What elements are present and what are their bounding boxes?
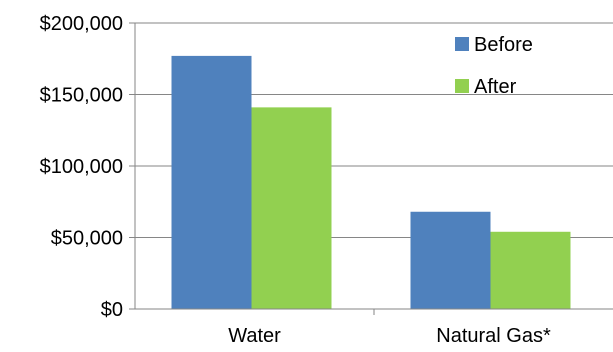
y-axis-tick-label: $0 <box>101 299 123 321</box>
x-axis-category-label: Natural Gas* <box>436 325 551 347</box>
legend: Before After <box>455 34 533 98</box>
axes <box>129 22 613 315</box>
legend-swatch-after <box>455 79 469 93</box>
bar-after-water <box>251 107 332 310</box>
bar-after-natural-gas <box>490 231 571 309</box>
y-axis-tick-labels: $0 $50,000 $100,000 $150,000 $200,000 <box>40 13 123 321</box>
legend-swatch-before <box>455 37 469 51</box>
bar-before-natural-gas <box>410 211 491 309</box>
x-axis-category-label: Water <box>228 325 281 347</box>
y-axis-tick-label: $150,000 <box>40 85 123 107</box>
y-axis-tick-label: $50,000 <box>51 228 123 250</box>
legend-label-after: After <box>474 76 517 98</box>
legend-label-before: Before <box>474 34 533 56</box>
bar-before-water <box>171 55 252 309</box>
y-axis-tick-label: $200,000 <box>40 13 123 35</box>
y-axis-tick-label: $100,000 <box>40 156 123 178</box>
bars <box>171 55 571 310</box>
x-axis-category-labels: Water Natural Gas* <box>228 325 551 347</box>
